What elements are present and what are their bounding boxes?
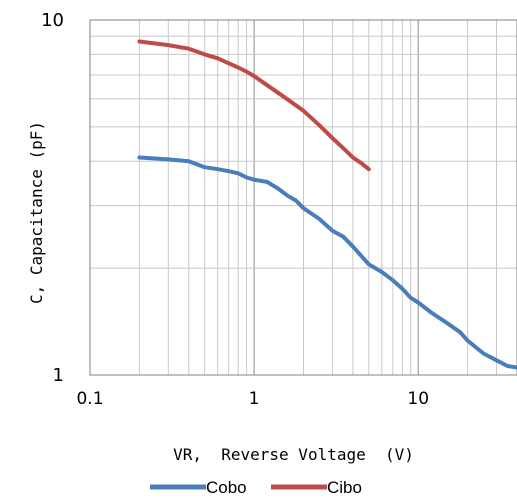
series-line-cibo xyxy=(137,39,371,172)
y-tick-label: 1 xyxy=(53,365,64,386)
series-line-cobo xyxy=(137,155,517,370)
x-tick-label: 0.1 xyxy=(76,389,103,409)
y-axis-title: C, Capacitance (pF) xyxy=(27,121,46,304)
y-tick-label: 10 xyxy=(41,10,64,31)
tick-labels: 0.1 1 10 1 10 xyxy=(41,10,429,409)
plot-frame xyxy=(89,19,517,376)
legend: Cobo Cibo xyxy=(150,478,362,497)
x-axis-title: VR, Reverse Voltage (V) xyxy=(173,445,414,464)
x-tick-label: 1 xyxy=(249,389,260,409)
x-tick-label: 10 xyxy=(407,389,429,409)
grid-lines xyxy=(89,19,517,376)
legend-label-cibo: Cibo xyxy=(327,478,362,497)
legend-label-cobo: Cobo xyxy=(206,478,247,497)
series-layer xyxy=(137,39,517,370)
